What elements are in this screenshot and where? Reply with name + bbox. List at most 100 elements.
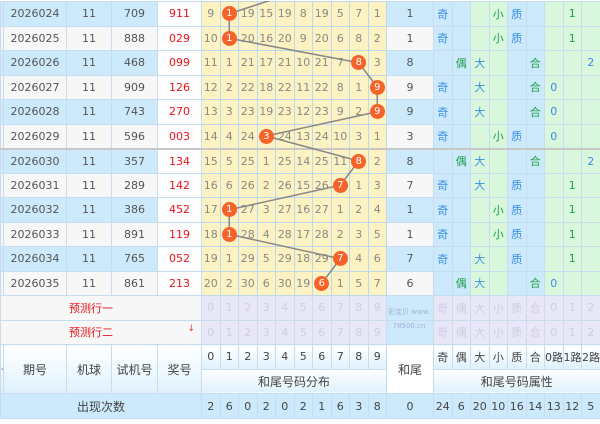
dist-cell: 9 xyxy=(367,74,387,100)
predict-digit[interactable]: 6 xyxy=(312,319,332,345)
dist-cell: 1 xyxy=(330,270,350,296)
predict-row: 预测行一 0 1 2 3 4 5 6 7 8 9 奇偶大小质合 0 1 2 xyxy=(0,295,600,321)
dist-cell: 2 xyxy=(219,270,239,296)
tail-cell: 1 xyxy=(386,1,434,27)
hit-ball: 7 xyxy=(332,177,348,193)
dist-cell: 28 xyxy=(238,221,258,247)
dist-cell: 1 xyxy=(256,147,276,174)
predict-attr[interactable]: 大 xyxy=(470,295,490,321)
predict-digit[interactable]: 0 xyxy=(201,295,221,321)
trial-cell: 861 xyxy=(111,270,158,296)
dist-cell: 7 xyxy=(330,50,350,76)
prize-cell: 052 xyxy=(157,246,202,272)
predict-label-cell[interactable]: 预测行一 xyxy=(0,295,202,321)
attr-cell xyxy=(581,123,600,149)
predict-digit[interactable]: 8 xyxy=(349,319,369,345)
attr-cell xyxy=(451,99,471,125)
attr-cell xyxy=(562,270,582,296)
arrow-down-icon[interactable]: ↓ xyxy=(187,324,195,335)
attr-cell xyxy=(544,147,564,174)
dist-cell: 25 xyxy=(312,147,332,174)
header-attr: 合 xyxy=(525,344,545,370)
period-cell: 2026028 xyxy=(3,99,67,125)
dist-cell: 4 xyxy=(367,197,387,223)
predict-attr[interactable]: 奇 xyxy=(433,319,453,345)
predict-digit[interactable]: 6 xyxy=(312,295,332,321)
machine-cell: 11 xyxy=(66,123,112,149)
dist-cell: 1 xyxy=(219,25,239,51)
attr-cell xyxy=(562,147,582,174)
dist-cell: 5 xyxy=(367,221,387,247)
predict-attr[interactable]: 1 xyxy=(562,319,582,345)
attr-cell: 奇 xyxy=(433,197,453,223)
predict-digit[interactable]: 5 xyxy=(293,319,313,345)
header-row: 号期号机球试机号奖号0123456789和尾奇偶大小质合0路1路2路 xyxy=(0,344,600,394)
prize-cell: 142 xyxy=(157,172,202,198)
predict-attr[interactable]: 2 xyxy=(581,319,600,345)
predict-digit[interactable]: 2 xyxy=(238,295,258,321)
predict-attr[interactable]: 合 xyxy=(525,295,545,321)
predict-label[interactable]: 预测行二 xyxy=(69,326,113,340)
predict-digit[interactable]: 4 xyxy=(275,319,295,345)
predict-attr[interactable]: 大 xyxy=(470,319,490,345)
attr-count: 16 xyxy=(507,393,527,419)
predict-attr[interactable]: 0 xyxy=(544,295,564,321)
predict-digit[interactable]: 3 xyxy=(256,295,276,321)
attr-cell xyxy=(507,270,527,296)
attr-cell: 1 xyxy=(562,221,582,247)
predict-attr[interactable]: 质 xyxy=(507,295,527,321)
dist-cell: 7 xyxy=(349,1,369,27)
tail-cell: 1 xyxy=(386,197,434,223)
dist-cell: 20 xyxy=(275,25,295,51)
predict-digit[interactable]: 9 xyxy=(367,319,387,345)
predict-label[interactable]: 预测行一 xyxy=(69,301,113,315)
trial-cell: 888 xyxy=(111,25,158,51)
attr-count: 13 xyxy=(544,393,564,419)
predict-digit[interactable]: 5 xyxy=(293,295,313,321)
predict-attr[interactable]: 奇 xyxy=(433,295,453,321)
dist-cell: 11 xyxy=(201,50,221,76)
predict-digit[interactable]: 8 xyxy=(349,295,369,321)
trial-cell: 468 xyxy=(111,50,158,76)
predict-attr[interactable]: 1 xyxy=(562,295,582,321)
table-row: 2026033 11 891 119 18 1 28 4 28 17 28 2 3 5 1 奇小质 1 xyxy=(0,221,600,247)
predict-attr[interactable]: 小 xyxy=(488,319,508,345)
attr-cell xyxy=(451,246,471,272)
predict-digit[interactable]: 1 xyxy=(219,295,239,321)
predict-attr[interactable]: 偶 xyxy=(451,295,471,321)
predict-digit[interactable]: 4 xyxy=(275,295,295,321)
attr-cell: 0 xyxy=(544,270,564,296)
predict-digit[interactable]: 9 xyxy=(367,295,387,321)
attr-cell xyxy=(507,147,527,174)
count-row: 出现次数 2 6 0 2 0 2 1 6 3 8 0 24 6 20 10 16 14 13 12 5 xyxy=(0,393,600,419)
attr-cell: 合 xyxy=(525,99,545,125)
predict-label-cell[interactable]: 预测行二 ↓ xyxy=(0,319,202,345)
attr-cell xyxy=(581,197,600,223)
attr-cell xyxy=(562,123,582,149)
dist-cell: 12 xyxy=(293,99,313,125)
dist-cell: 15 xyxy=(256,1,276,27)
predict-digit[interactable]: 2 xyxy=(238,319,258,345)
predict-attr[interactable]: 2 xyxy=(581,295,600,321)
dist-cell: 7 xyxy=(367,270,387,296)
attr-cell: 合 xyxy=(525,50,545,76)
predict-attr[interactable]: 质 xyxy=(507,319,527,345)
predict-digit[interactable]: 0 xyxy=(201,319,221,345)
attr-cell xyxy=(525,123,545,149)
header-attr: 奇 xyxy=(433,344,453,370)
predict-digit[interactable]: 7 xyxy=(330,295,350,321)
predict-attr[interactable]: 0 xyxy=(544,319,564,345)
dist-cell: 1 xyxy=(219,1,239,27)
dist-cell: 10 xyxy=(293,50,313,76)
dist-cell: 27 xyxy=(312,197,332,223)
predict-attr[interactable]: 合 xyxy=(525,319,545,345)
predict-attr[interactable]: 偶 xyxy=(451,319,471,345)
period-cell: 2026030 xyxy=(3,147,67,174)
machine-cell: 11 xyxy=(66,147,112,174)
predict-digit[interactable]: 3 xyxy=(256,319,276,345)
dist-cell: 9 xyxy=(330,99,350,125)
predict-digit[interactable]: 7 xyxy=(330,319,350,345)
predict-attr[interactable]: 小 xyxy=(488,295,508,321)
predict-digit[interactable]: 1 xyxy=(219,319,239,345)
dist-cell: 25 xyxy=(238,147,258,174)
